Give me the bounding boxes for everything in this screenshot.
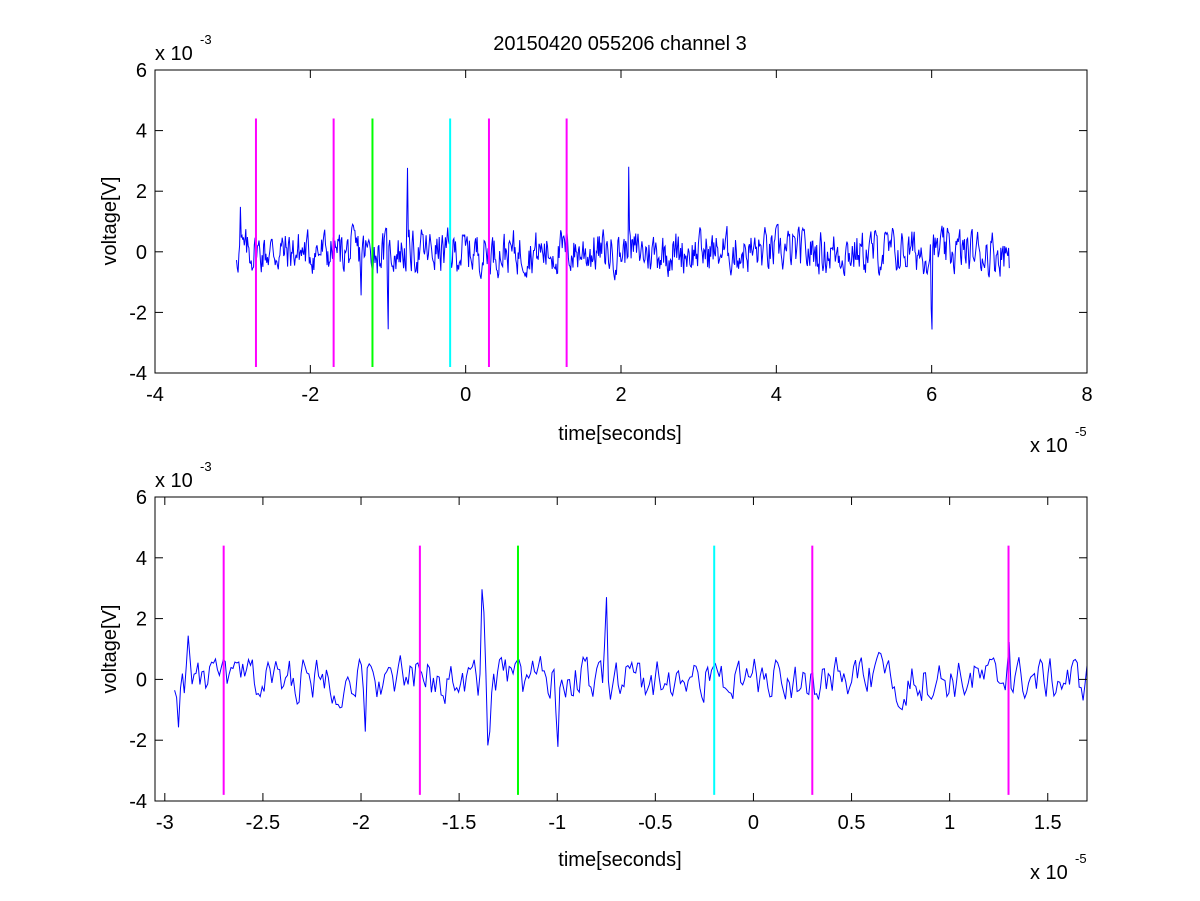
bottom-ytick-label: 4 bbox=[136, 548, 147, 570]
top-xtick-label: -4 bbox=[146, 384, 164, 406]
top-xtick-label: 4 bbox=[771, 384, 782, 406]
top-xtick-label: 6 bbox=[926, 384, 937, 406]
top-marker-layer bbox=[254, 118, 568, 367]
bottom-ylabel: voltage[V] bbox=[99, 605, 121, 694]
top-xtick-label: 2 bbox=[615, 384, 626, 406]
top-ytick-label: 0 bbox=[136, 242, 147, 264]
top-ytick-label: 4 bbox=[136, 121, 147, 143]
top-ytick-label: -4 bbox=[129, 363, 147, 385]
top-xlabel: time[seconds] bbox=[558, 423, 681, 445]
top-plot: -4 -2 0 2 4 6 8 -4 -2 0 2 4 6 x 10 -3 x 10 -5 time[… bbox=[99, 32, 1093, 457]
top-xtick-layer: -4 -2 0 2 4 6 8 bbox=[146, 70, 1093, 406]
bottom-xtick-label: 1.5 bbox=[1034, 812, 1062, 834]
top-ylabel: voltage[V] bbox=[99, 177, 121, 266]
figure-title: 20150420 055206 channel 3 bbox=[493, 33, 747, 55]
bottom-plot: -3 -2.5 -2 -1.5 -1 -0.5 0 0.5 1 1.5 -4 -2 0 2 4 6 x 10… bbox=[99, 459, 1088, 884]
bottom-xtick-label: 1 bbox=[944, 812, 955, 834]
bottom-x-exponent-label: x 10 bbox=[1030, 862, 1068, 884]
bottom-marker-layer bbox=[222, 545, 1010, 795]
bottom-xtick-label: 0.5 bbox=[838, 812, 866, 834]
bottom-ytick-label: 2 bbox=[136, 609, 147, 631]
top-ytick-label: 2 bbox=[136, 181, 147, 203]
top-xtick-label: 0 bbox=[460, 384, 471, 406]
top-signal-line bbox=[236, 166, 1010, 330]
top-ytick-layer: -4 -2 0 2 4 6 bbox=[129, 60, 1087, 385]
top-xtick-label: -2 bbox=[301, 384, 319, 406]
top-xtick-label: 8 bbox=[1081, 384, 1092, 406]
top-ytick-label: -2 bbox=[129, 302, 147, 324]
bottom-ytick-label: 6 bbox=[136, 487, 147, 509]
bottom-axes-box bbox=[154, 496, 1088, 802]
bottom-ytick-label: -2 bbox=[129, 730, 147, 752]
bottom-y-exponent-label: x 10 bbox=[155, 470, 193, 492]
top-signal-layer bbox=[236, 166, 1010, 330]
top-y-exponent: -3 bbox=[200, 32, 212, 47]
bottom-ytick-layer: -4 -2 0 2 4 6 bbox=[129, 487, 1087, 813]
top-axes-box bbox=[154, 69, 1088, 374]
top-x-exponent-label: x 10 bbox=[1030, 435, 1068, 457]
bottom-xtick-label: -2 bbox=[352, 812, 370, 834]
bottom-ytick-label: 0 bbox=[136, 669, 147, 691]
bottom-xtick-label: -3 bbox=[156, 812, 174, 834]
bottom-xtick-label: -1.5 bbox=[442, 812, 476, 834]
top-y-exponent-label: x 10 bbox=[155, 43, 193, 65]
bottom-signal-line bbox=[174, 589, 1088, 747]
top-x-exponent: -5 bbox=[1075, 424, 1087, 439]
bottom-signal-layer bbox=[174, 589, 1088, 747]
bottom-xtick-layer: -3 -2.5 -2 -1.5 -1 -0.5 0 0.5 1 1.5 bbox=[156, 497, 1062, 834]
bottom-y-exponent: -3 bbox=[200, 459, 212, 474]
bottom-xtick-label: -0.5 bbox=[638, 812, 672, 834]
bottom-xtick-label: -1 bbox=[548, 812, 566, 834]
bottom-x-exponent: -5 bbox=[1075, 851, 1087, 866]
bottom-ytick-label: -4 bbox=[129, 791, 147, 813]
bottom-xtick-label: 0 bbox=[748, 812, 759, 834]
bottom-xtick-label: -2.5 bbox=[246, 812, 280, 834]
bottom-xlabel: time[seconds] bbox=[558, 849, 681, 871]
top-ytick-label: 6 bbox=[136, 60, 147, 82]
